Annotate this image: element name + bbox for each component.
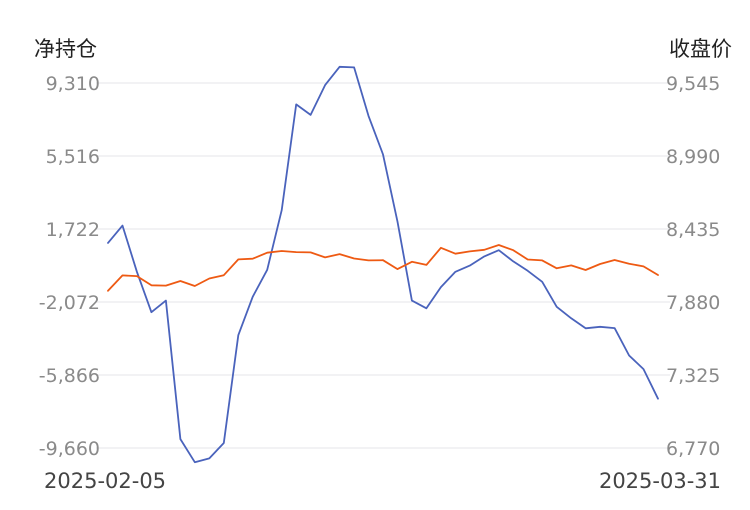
right-axis-ticks: 9,545 8,990 8,435 7,880 7,325 6,770 bbox=[666, 73, 720, 460]
right-axis-title: 收盘价 bbox=[669, 37, 732, 61]
left-axis-title: 净持仓 bbox=[34, 37, 97, 61]
right-tick-label: 8,435 bbox=[666, 219, 720, 241]
x-end-label: 2025-03-31 bbox=[599, 469, 721, 493]
net-position-line bbox=[107, 65, 659, 464]
right-tick-label: 8,990 bbox=[666, 146, 720, 168]
left-tick-label: -5,866 bbox=[39, 365, 100, 387]
left-tick-label: 5,516 bbox=[46, 146, 100, 168]
right-tick-label: 9,545 bbox=[666, 73, 720, 95]
right-tick-label: 7,880 bbox=[666, 292, 720, 314]
right-tick-label: 6,770 bbox=[666, 438, 720, 460]
left-tick-label: -2,072 bbox=[39, 292, 100, 314]
right-tick-label: 7,325 bbox=[666, 365, 720, 387]
close-price-line bbox=[107, 244, 659, 292]
left-axis-ticks: 9,310 5,516 1,722 -2,072 -5,866 -9,660 bbox=[39, 73, 100, 460]
x-start-label: 2025-02-05 bbox=[44, 469, 166, 493]
left-tick-label: 1,722 bbox=[46, 219, 100, 241]
left-tick-label: 9,310 bbox=[46, 73, 100, 95]
grid-lines bbox=[96, 82, 670, 449]
left-tick-label: -9,660 bbox=[39, 438, 100, 460]
